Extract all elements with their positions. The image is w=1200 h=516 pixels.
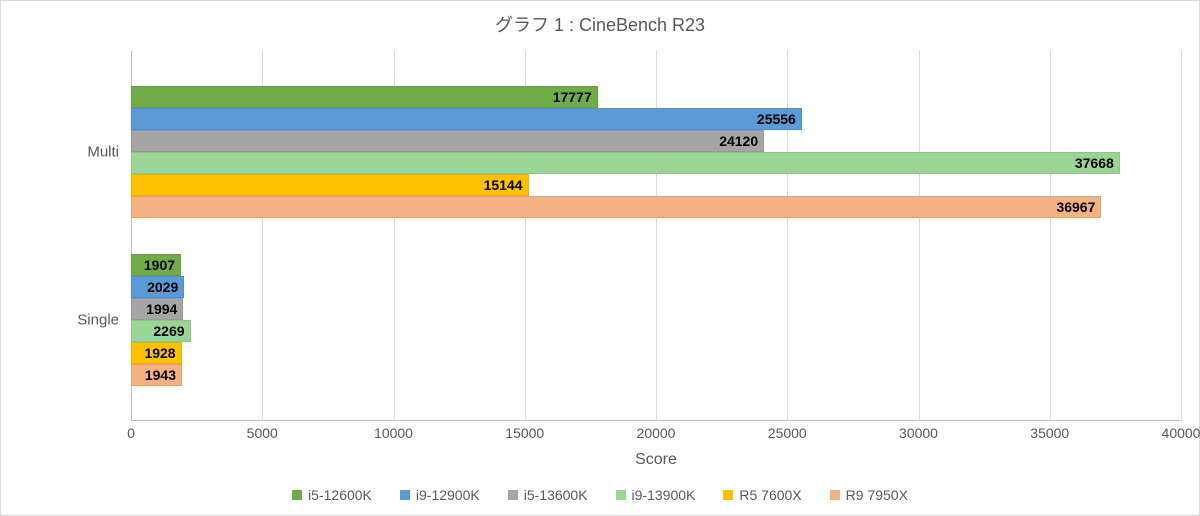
legend-label: i9-12900K (416, 487, 480, 503)
bar-value-label: 17777 (553, 89, 592, 105)
category-group: Single190720291994226919281943 (131, 254, 1181, 386)
category-label: Multi (87, 144, 131, 161)
legend-label: R9 7950X (846, 487, 908, 503)
legend-item: i5-12600K (292, 487, 372, 503)
bar (131, 152, 1120, 174)
legend-item: R5 7600X (723, 487, 801, 503)
legend-swatch (723, 490, 733, 500)
legend-item: i9-13900K (616, 487, 696, 503)
bar-value-label: 1994 (146, 301, 177, 317)
x-tick-label: 0 (127, 425, 135, 441)
legend-label: i5-13600K (524, 487, 588, 503)
bar-value-label: 2029 (147, 279, 178, 295)
bar-value-label: 15144 (484, 177, 523, 193)
chart-container: グラフ 1 : CineBench R23 Multi 17777 25556 241… (0, 0, 1200, 516)
legend-swatch (830, 490, 840, 500)
bar-value-label: 37668 (1075, 155, 1114, 171)
legend: i5-12600K i9-12900K i5-13600K i9-13900K R5 7… (1, 487, 1199, 503)
x-tick-label: 25000 (768, 425, 807, 441)
bar (131, 174, 529, 196)
legend-swatch (616, 490, 626, 500)
bar (131, 130, 764, 152)
x-tick-label: 5000 (247, 425, 278, 441)
category-group: Multi177772555624120376681514436967 (131, 86, 1181, 218)
bar-value-label: 2269 (153, 323, 184, 339)
bar-value-label: 1943 (145, 367, 176, 383)
legend-swatch (292, 490, 302, 500)
x-tick-label: 30000 (899, 425, 938, 441)
x-tick-label: 40000 (1162, 425, 1200, 441)
legend-item: R9 7950X (830, 487, 908, 503)
x-axis-title: Score (131, 451, 1181, 469)
bar-value-label: 1907 (144, 257, 175, 273)
x-tick-label: 10000 (374, 425, 413, 441)
bar (131, 196, 1101, 218)
x-tick-label: 15000 (505, 425, 544, 441)
legend-label: i5-12600K (308, 487, 372, 503)
bar-value-label: 36967 (1056, 199, 1095, 215)
bar-value-label: 24120 (719, 133, 758, 149)
legend-label: R5 7600X (739, 487, 801, 503)
bar (131, 108, 802, 130)
x-tick-label: 20000 (637, 425, 676, 441)
bar (131, 86, 598, 108)
legend-swatch (508, 490, 518, 500)
legend-swatch (400, 490, 410, 500)
bar-value-label: 25556 (757, 111, 796, 127)
legend-label: i9-13900K (632, 487, 696, 503)
legend-item: i5-13600K (508, 487, 588, 503)
chart-title: グラフ 1 : CineBench R23 (1, 1, 1199, 37)
bar-value-label: 1928 (144, 345, 175, 361)
category-label: Single (77, 311, 131, 328)
x-tick-label: 35000 (1030, 425, 1069, 441)
plot-area: Multi177772555624120376681514436967Singl… (131, 51, 1181, 421)
legend-item: i9-12900K (400, 487, 480, 503)
gridline (1181, 51, 1182, 421)
